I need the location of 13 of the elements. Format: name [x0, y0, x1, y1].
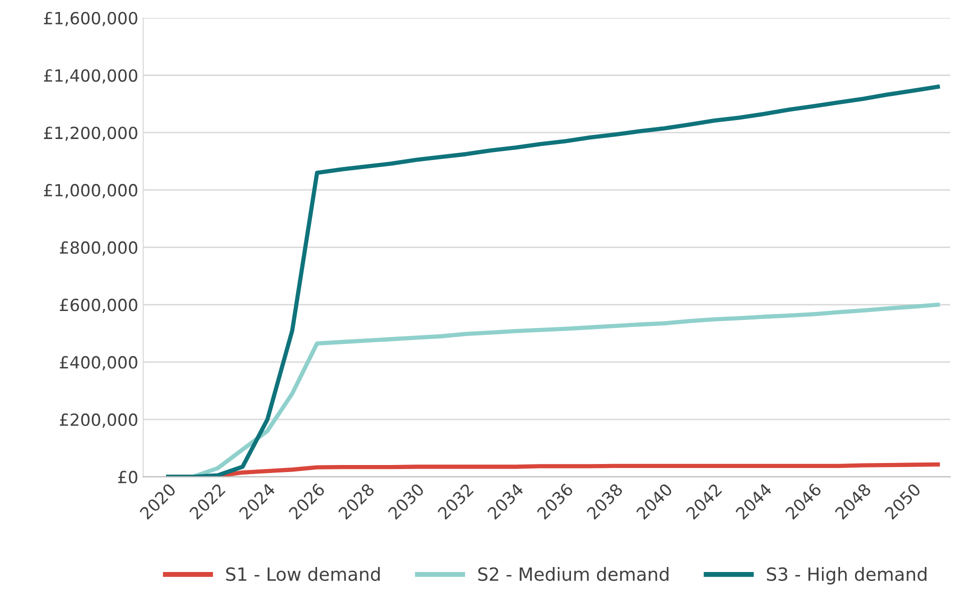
y-tick-label: £1,600,000 — [44, 12, 138, 26]
legend-label: S1 - Low demand — [226, 566, 380, 581]
legend-label: S2 - Medium demand — [478, 566, 668, 581]
y-tick-label: £1,200,000 — [44, 126, 138, 141]
y-tick-label: £200,000 — [60, 413, 138, 428]
y-tick-label: £400,000 — [60, 356, 138, 370]
legend-label: S3 - High demand — [766, 566, 926, 584]
y-tick-label: £1,400,000 — [44, 69, 138, 84]
y-tick-label: £600,000 — [60, 298, 138, 313]
y-tick-label: £800,000 — [60, 241, 138, 256]
y-tick-label: £0 — [118, 470, 138, 484]
y-tick-label: £1,000,000 — [44, 184, 138, 198]
line-series — [166, 84, 940, 477]
